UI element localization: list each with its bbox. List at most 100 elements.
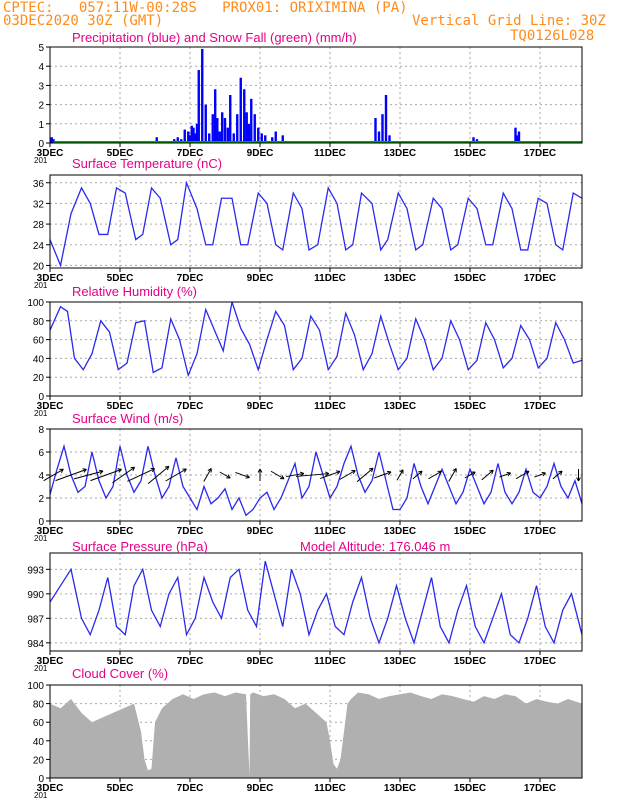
temp-xtick-label: 7DEC — [177, 273, 204, 284]
wind-arrow — [499, 472, 511, 478]
precip-bar — [384, 95, 388, 143]
pressure-xtick-label: 3DEC — [37, 656, 64, 667]
cloud-xtick-label: 5DEC — [107, 783, 134, 794]
wind-xtick-label: 17DEC — [524, 526, 556, 537]
precip-xtick-label: 5DEC — [107, 148, 134, 159]
wind-arrow-head — [227, 474, 231, 479]
wind-arrow-head — [369, 467, 374, 470]
precip-bar — [192, 127, 195, 143]
precip-bar — [517, 131, 521, 143]
wind-arrow-head — [420, 470, 423, 476]
wind-arrow-head — [299, 471, 305, 474]
wind-arrow — [235, 471, 250, 479]
wind-arrow-head — [257, 468, 261, 473]
wind-arrow — [481, 469, 494, 481]
wind-arrow — [127, 468, 155, 482]
rh-panel: 0 20 40 60 80 100 3DEC 5DEC 7DEC 9DEC 11DEC 13DEC 15… — [27, 284, 583, 418]
wind-arrow — [43, 468, 64, 482]
precip-bar — [229, 95, 232, 143]
wind-arrow-head — [418, 470, 423, 473]
pressure-ytick-label: 984 — [27, 639, 44, 650]
pressure-xtick-label: 13DEC — [384, 656, 416, 667]
wind-ytick-label: 2 — [38, 494, 44, 505]
temp-frame — [49, 174, 583, 269]
rh-ytick-label: 60 — [33, 336, 45, 347]
rh-xtick-label: 7DEC — [177, 401, 204, 412]
wind-arrow — [428, 470, 442, 480]
precip-bar — [221, 112, 224, 143]
wind-ytick-label: 6 — [38, 448, 44, 459]
wind-arrow — [270, 470, 285, 480]
precip-bar — [281, 135, 284, 143]
wind-ytick-label: 4 — [38, 471, 44, 482]
cloud-xtick-label: 11DEC — [314, 783, 346, 794]
wind-arrow-head — [336, 471, 341, 475]
wind-arrow-head — [98, 469, 104, 472]
rh-line — [49, 301, 583, 378]
temp-panel: 20 24 28 32 36 3DEC 5DEC 7DEC 9DEC 11DEC 13DEC 15DE… — [33, 156, 583, 290]
precip-bar — [236, 114, 239, 143]
wind-arrow — [552, 470, 563, 480]
temp-xtick-label: 3DEC — [37, 273, 64, 284]
wind-arrow — [90, 468, 122, 482]
header-line1: CPTEC: 057:11W-00:28S PROX01: ORIXIMINA … — [3, 0, 408, 16]
precip-bar — [274, 131, 277, 143]
wind-arrow — [396, 469, 404, 481]
rh-ytick-label: 0 — [38, 392, 44, 403]
rh-ytick-label: 40 — [33, 354, 45, 365]
precip-xtick-label: 9DEC — [247, 148, 274, 159]
wind-arrow-head — [60, 469, 64, 473]
precip-bar — [226, 127, 229, 143]
temp-xtick-label: 5DEC — [107, 273, 134, 284]
wind-arrow — [147, 465, 170, 485]
wind-arrow-head — [118, 469, 122, 473]
cloud-area — [50, 692, 582, 778]
wind-arrow-head — [352, 470, 356, 475]
wind-arrow-head — [560, 470, 563, 476]
precip-bar — [264, 135, 267, 143]
precip-bar — [243, 89, 246, 143]
temp-line — [49, 180, 583, 268]
wind-arrow-head — [371, 468, 374, 473]
precip-bar — [232, 133, 235, 143]
pressure-xtick-label: 5DEC — [107, 656, 134, 667]
pressure-ytick-label: 987 — [27, 614, 44, 625]
precip-bar — [188, 135, 192, 143]
precip-ytick-label: 2 — [38, 101, 44, 112]
pressure-xtick-label: 7DEC — [177, 656, 204, 667]
cloud-ytick-label: 40 — [33, 737, 45, 748]
cloud-year-fragment: 201 — [34, 791, 48, 800]
precip-bar — [204, 104, 207, 143]
precip-bar — [257, 127, 260, 143]
pressure-line — [49, 560, 583, 646]
precip-ytick-label: 4 — [38, 62, 44, 73]
precip-xtick-label: 17DEC — [524, 148, 556, 159]
wind-arrow — [356, 467, 374, 483]
header-vgrid: Vertical Grid Line: 30Z — [412, 13, 606, 29]
precip-frame — [49, 46, 583, 144]
wind-arrow — [286, 472, 304, 478]
temp-title: Surface Temperature (nC) — [72, 156, 222, 171]
wind-arrow — [448, 468, 457, 482]
precip-panel: 0 1 2 3 4 5 3DEC 5DEC 7DEC 9DEC 11DEC 13DEC 15DEC 17D… — [34, 30, 583, 165]
precip-bar — [195, 123, 199, 143]
precip-bar — [197, 70, 200, 143]
pressure-ytick-label: 993 — [27, 565, 44, 576]
precip-bar — [223, 118, 227, 143]
precip-bar — [253, 114, 256, 143]
precip-bar — [516, 135, 519, 143]
wind-ytick-label: 8 — [38, 425, 44, 436]
cloud-ytick-label: 80 — [33, 700, 45, 711]
pressure-ytick-label: 990 — [27, 590, 44, 601]
wind-arrow-head — [335, 470, 340, 472]
cloud-frame — [49, 684, 583, 779]
temp-xtick-label: 9DEC — [247, 273, 274, 284]
wind-arrow — [165, 468, 187, 482]
precip-bar — [381, 114, 384, 143]
wind-arrow-head — [151, 468, 155, 473]
rh-title: Relative Humidity (%) — [72, 284, 197, 299]
pressure-xtick-label: 15DEC — [454, 656, 486, 667]
temp-xtick-label: 15DEC — [454, 273, 486, 284]
wind-arrow — [373, 471, 392, 479]
